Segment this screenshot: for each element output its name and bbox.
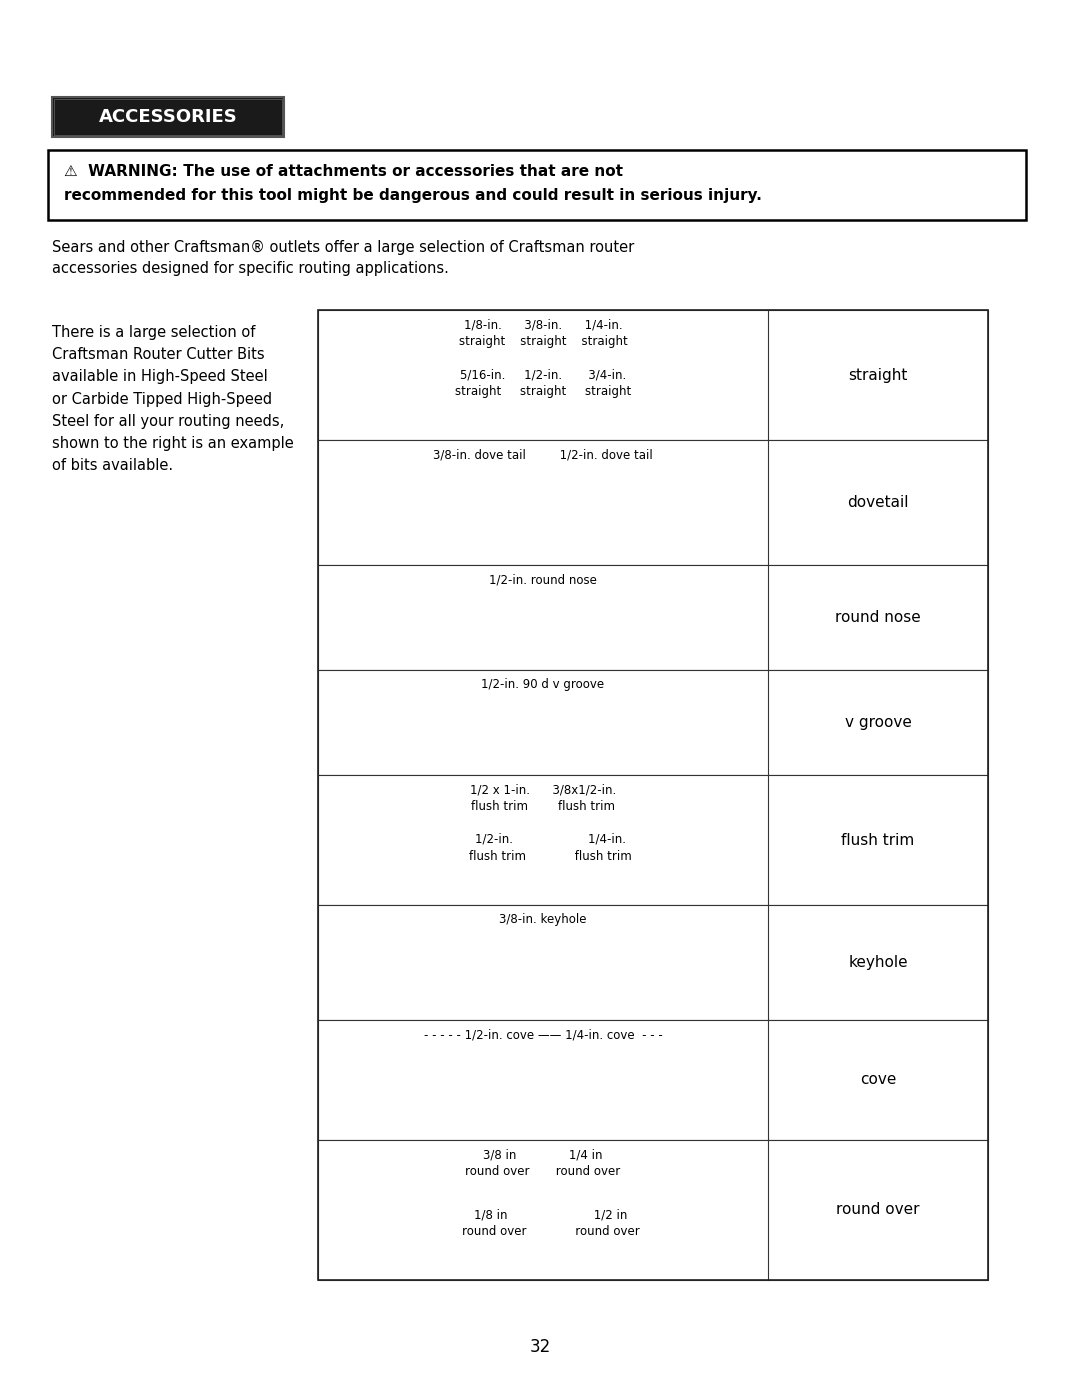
Bar [318,440,988,565]
Text: cove: cove [860,1072,896,1088]
Text: 5/16-in.     1/2-in.       3/4-in.
straight     straight     straight: 5/16-in. 1/2-in. 3/4-in. straight straig… [455,368,631,397]
Text: round nose: round nose [835,610,921,626]
Text: 1/2-in.                    1/4-in.
    flush trim             flush trim: 1/2-in. 1/4-in. flush trim flush trim [454,833,632,864]
Text: 32: 32 [529,1338,551,1356]
Text: 1/2 x 1-in.      3/8x1/2-in.
flush trim        flush trim: 1/2 x 1-in. 3/8x1/2-in. flush trim flush… [470,782,616,813]
Text: ⚠  WARNING:: ⚠ WARNING: [64,164,178,179]
Bar [318,309,988,440]
Bar [318,905,988,1020]
Text: v groove: v groove [845,715,912,730]
Text: keyhole: keyhole [848,956,908,969]
Bar [318,565,988,670]
Bar [318,775,988,905]
Bar [52,98,284,138]
Text: 1/8 in                       1/2 in
    round over             round over: 1/8 in 1/2 in round over round over [447,1209,639,1238]
Text: 3/8 in              1/4 in
round over       round over: 3/8 in 1/4 in round over round over [465,1148,621,1178]
Text: round over: round over [836,1203,920,1217]
Text: Sears and other Craftsman® outlets offer a large selection of Craftsman router
a: Sears and other Craftsman® outlets offer… [52,241,634,276]
Text: straight: straight [848,367,907,382]
Text: 1/2-in. round nose: 1/2-in. round nose [489,573,597,586]
Bar [48,150,1026,220]
Text: The use of attachments or accessories that are not: The use of attachments or accessories th… [178,164,623,179]
Text: dovetail: dovetail [847,495,908,510]
Text: flush trim: flush trim [841,832,915,847]
Text: 1/2-in. 90 d v groove: 1/2-in. 90 d v groove [482,678,605,692]
Text: 3/8-in. keyhole: 3/8-in. keyhole [499,913,586,925]
Bar [318,1020,988,1140]
Bar [318,670,988,776]
Text: 1/8-in.      3/8-in.      1/4-in.
straight    straight    straight: 1/8-in. 3/8-in. 1/4-in. straight straigh… [459,318,627,348]
Text: ACCESSORIES: ACCESSORIES [98,109,238,126]
Bar [54,99,282,135]
Text: There is a large selection of
Craftsman Router Cutter Bits
available in High-Spe: There is a large selection of Craftsman … [52,324,294,473]
Bar [318,309,988,1280]
Text: - - - - - 1/2-in. cove —— 1/4-in. cove  - - -: - - - - - 1/2-in. cove —— 1/4-in. cove -… [423,1028,662,1041]
Bar [318,1140,988,1280]
Text: 3/8-in. dove tail         1/2-in. dove tail: 3/8-in. dove tail 1/2-in. dove tail [433,448,653,461]
Text: recommended for this tool might be dangerous and could result in serious injury.: recommended for this tool might be dange… [64,188,761,204]
